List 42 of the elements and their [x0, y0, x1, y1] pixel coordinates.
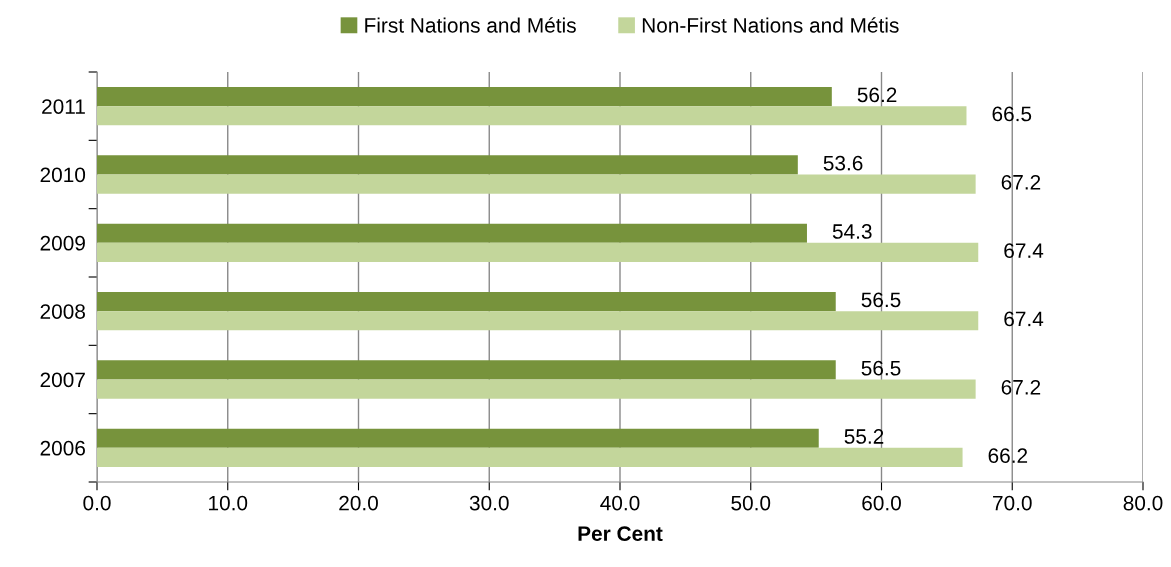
y-tick-label: 2008: [40, 304, 85, 319]
bar: [97, 447, 963, 467]
data-label: 56.2: [857, 87, 897, 103]
x-tick-label: 60.0: [862, 495, 901, 511]
x-tick-label: 80.0: [1123, 495, 1163, 511]
bar: [97, 106, 967, 126]
bar: [97, 174, 976, 194]
x-tick-label: 0.0: [83, 495, 111, 511]
data-label: 66.2: [988, 448, 1028, 463]
y-tick-label: 2007: [40, 372, 85, 388]
x-tick-label: 20.0: [339, 495, 378, 511]
y-tick-label: 2011: [42, 99, 85, 114]
bar: [97, 428, 819, 448]
x-axis-title: Per Cent: [578, 526, 663, 542]
x-tick-label: 70.0: [993, 495, 1032, 511]
data-label: 53.6: [823, 155, 863, 171]
bar: [97, 242, 979, 262]
data-label: 56.5: [861, 292, 901, 308]
data-label: 66.5: [992, 106, 1032, 122]
data-label: 67.2: [1001, 174, 1041, 190]
data-label: 55.2: [844, 429, 884, 444]
data-label: 67.2: [1001, 379, 1041, 395]
bar: [97, 292, 836, 312]
bar: [97, 223, 807, 243]
x-tick-label: 10.0: [209, 495, 248, 511]
legend-label: Non-First Nations and Métis: [642, 17, 899, 33]
x-tick-label: 40.0: [600, 495, 640, 511]
legend-label: First Nations and Métis: [365, 17, 576, 33]
bar: [97, 379, 976, 399]
y-tick-label: 2006: [40, 440, 85, 456]
data-label: 67.4: [1004, 243, 1044, 258]
y-tick-label: 2010: [40, 167, 86, 183]
bar: [97, 155, 798, 175]
bar: [97, 360, 836, 380]
data-label: 67.4: [1004, 311, 1044, 327]
x-tick-label: 50.0: [731, 495, 771, 511]
bar: [97, 87, 832, 107]
bar: [97, 311, 979, 331]
x-tick-label: 30.0: [469, 495, 509, 511]
y-tick-label: 2009: [40, 235, 85, 251]
data-label: 56.5: [861, 360, 901, 376]
data-label: 54.3: [832, 224, 872, 239]
